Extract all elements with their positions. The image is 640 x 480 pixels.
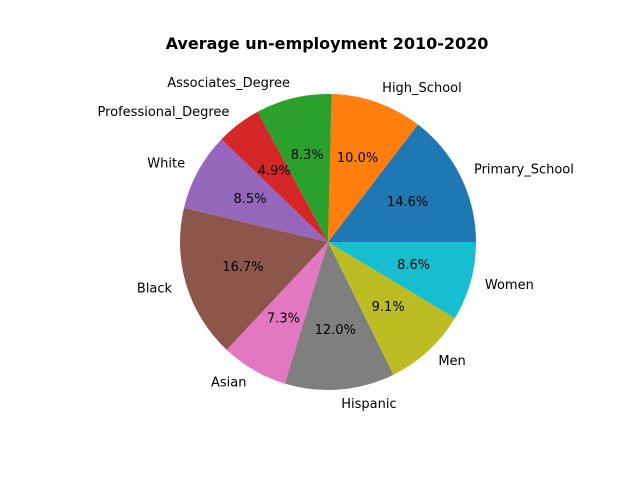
slice-percent-high-school: 10.0%: [337, 151, 378, 166]
pie-percent-labels: 14.6% 10.0% 8.3%4.9% 8.5% 16.7% 7.3% 12.0% 9.1%…: [222, 148, 430, 338]
slice-percent-associates-degree: 8.3%: [291, 148, 324, 163]
pie-slice-professional-degree: [221, 111, 328, 242]
slice-percent-asian: 7.3%: [267, 311, 300, 326]
slice-label-professional-degree: Professional_Degree: [97, 105, 229, 120]
pie-slice-associates-degree: [257, 94, 332, 242]
pie-slice-high-school: [328, 94, 418, 242]
slice-label-primary-school: Primary_School: [474, 162, 574, 177]
slice-label-associates-degree: Associates_Degree: [167, 76, 290, 91]
pie-slices: [179, 94, 476, 390]
pie-labels: Primary_School High_School Associates_Degr…: [97, 76, 573, 412]
slice-percent-women: 8.6%: [397, 258, 430, 273]
pie-slice-primary-school: [328, 124, 476, 242]
slice-label-hispanic: Hispanic: [341, 397, 396, 412]
slice-label-women: Women: [485, 278, 534, 293]
pie-slice-asian: [226, 242, 328, 384]
slice-label-men: Men: [438, 354, 465, 369]
pie-slice-black: [179, 207, 328, 350]
slice-label-asian: Asian: [211, 375, 246, 390]
pie-slice-white: [183, 139, 328, 242]
slice-percent-white: 8.5%: [234, 192, 267, 207]
slice-percent-black: 16.7%: [222, 260, 263, 275]
pie-slice-men: [328, 242, 455, 375]
slice-percent-primary-school: 14.6%: [387, 195, 428, 210]
chart-title: Average un-employment 2010-2020: [166, 34, 489, 53]
pie-slice-women: [328, 242, 476, 319]
slice-percent-men: 9.1%: [372, 300, 405, 315]
slice-label-white: White: [147, 157, 185, 172]
slice-percent-hispanic: 12.0%: [315, 323, 356, 338]
pie-slice-hispanic: [284, 242, 394, 390]
slice-label-black: Black: [137, 281, 173, 296]
slice-label-high-school: High_School: [382, 81, 462, 96]
slice-percent-professional-degree: 4.9%: [258, 164, 291, 179]
